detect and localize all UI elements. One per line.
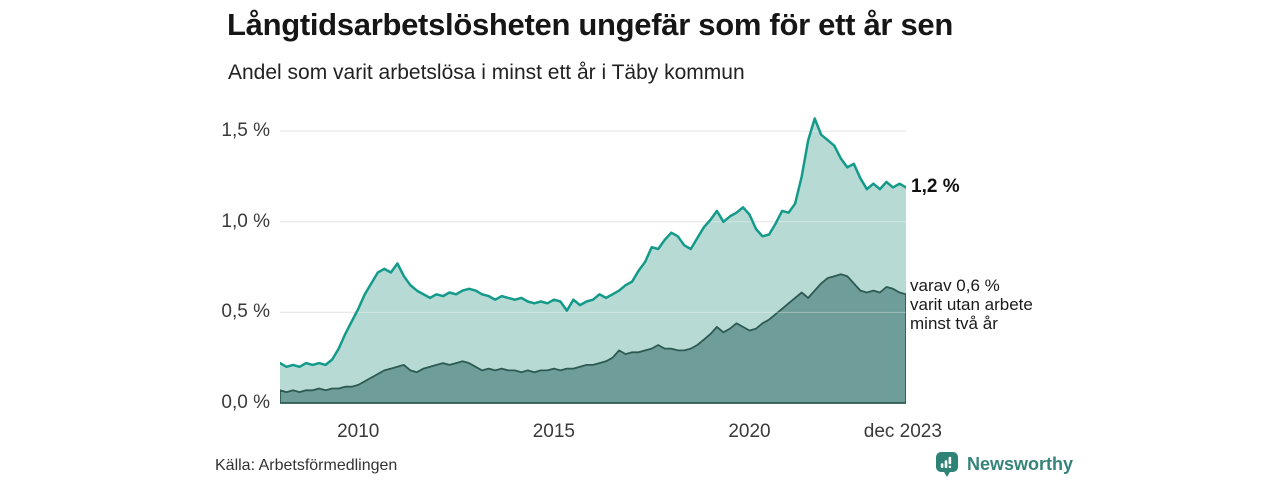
x-axis-label: 2010: [337, 421, 380, 442]
latest-value-label: 1,2 %: [911, 176, 960, 198]
x-axis-label: 2015: [532, 421, 576, 442]
y-axis-label: 0,5 %: [221, 301, 270, 323]
y-axis-label: 1,5 %: [221, 120, 270, 142]
two-year-note-line: varit utan arbete: [910, 295, 1033, 315]
two-year-note-line: varav 0,6 %: [910, 276, 1000, 296]
chart-subtitle: Andel som varit arbetslösa i minst ett å…: [228, 61, 745, 84]
series-line-total: [280, 117, 906, 369]
two-year-note-line: minst två år: [910, 314, 998, 334]
plot-area: [280, 117, 906, 404]
chart-title: Långtidsarbetslösheten ungefär som för e…: [227, 7, 954, 42]
two-year-note: varav 0,6 % varit utan arbete minst två …: [910, 276, 1033, 333]
source-label: Källa: Arbetsförmedlingen: [215, 457, 398, 474]
x-axis-label: 2020: [728, 421, 771, 442]
newsworthy-logo-icon: [936, 451, 958, 477]
newsworthy-wordmark: Newsworthy: [967, 453, 1074, 474]
y-axis-label: 0,0 %: [221, 392, 270, 413]
series-area-two-year: [280, 273, 906, 404]
newsworthy-brand: Newsworthy: [935, 450, 1073, 478]
x-axis-label: dec 2023: [863, 421, 942, 442]
y-axis-label: 1,0 %: [221, 210, 270, 232]
